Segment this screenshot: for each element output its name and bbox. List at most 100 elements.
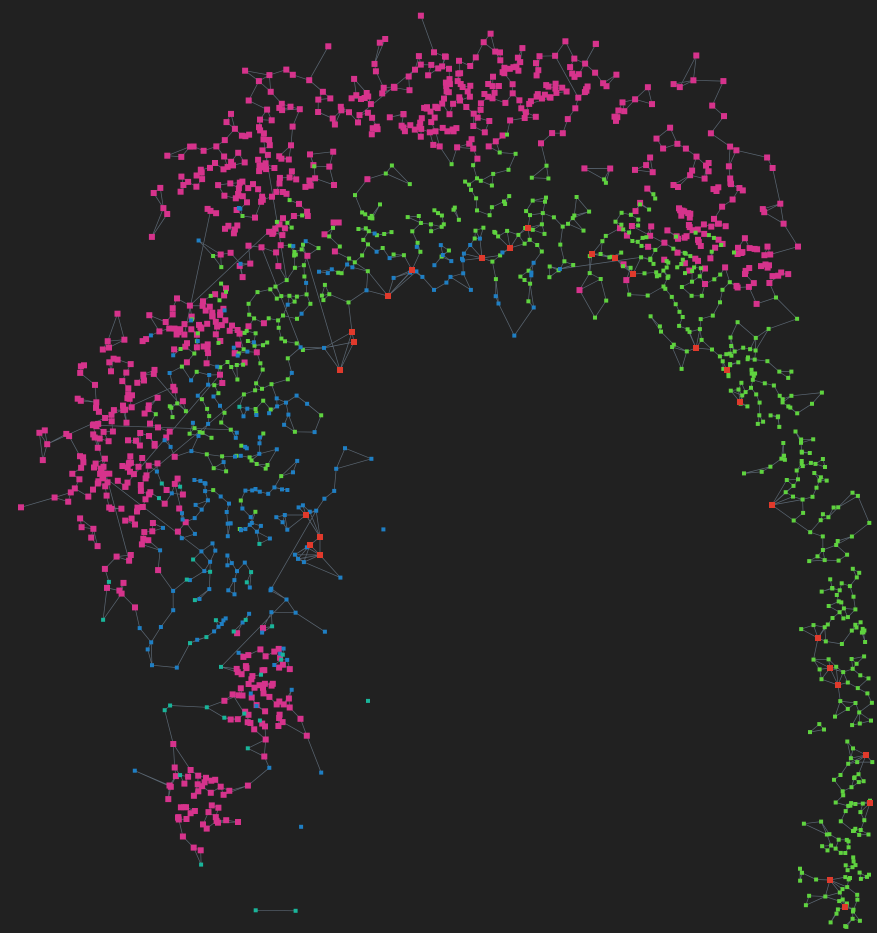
graph-node-pink[interactable] <box>436 143 443 150</box>
graph-node-pink[interactable] <box>235 185 242 192</box>
graph-node-pink[interactable] <box>400 111 407 117</box>
graph-node-teal[interactable] <box>245 746 250 751</box>
graph-node-pink[interactable] <box>754 246 761 253</box>
graph-node-blue[interactable] <box>245 406 250 411</box>
graph-node-green[interactable] <box>539 222 544 227</box>
graph-node-green[interactable] <box>835 539 840 543</box>
graph-node-green[interactable] <box>680 315 685 319</box>
graph-node-green[interactable] <box>327 292 332 297</box>
graph-node-green[interactable] <box>279 474 284 479</box>
graph-node-green[interactable] <box>363 212 368 217</box>
graph-node-blue[interactable] <box>221 618 226 623</box>
graph-node-green[interactable] <box>429 229 434 234</box>
graph-node-green[interactable] <box>261 431 266 436</box>
graph-node-pink[interactable] <box>470 145 477 152</box>
graph-node-pink[interactable] <box>338 107 345 114</box>
graph-node-green[interactable] <box>228 427 233 432</box>
graph-node-green[interactable] <box>535 243 540 247</box>
graph-node-pink[interactable] <box>721 113 727 120</box>
graph-node-green[interactable] <box>807 893 812 898</box>
graph-node-green[interactable] <box>857 721 862 726</box>
graph-node-green[interactable] <box>753 335 758 340</box>
graph-node-pink[interactable] <box>205 350 212 357</box>
graph-node-pink[interactable] <box>439 63 446 70</box>
graph-node-blue[interactable] <box>289 687 294 692</box>
graph-node-green[interactable] <box>179 364 184 369</box>
graph-node-green[interactable] <box>292 265 297 270</box>
graph-node-pink[interactable] <box>212 318 219 325</box>
graph-node-blue[interactable] <box>292 552 297 557</box>
graph-node-pink[interactable] <box>470 123 477 129</box>
graph-node-pink[interactable] <box>712 244 719 251</box>
graph-node-pink[interactable] <box>174 295 180 302</box>
graph-node-green[interactable] <box>859 630 864 635</box>
graph-node-pink[interactable] <box>289 123 296 130</box>
graph-node-green[interactable] <box>581 228 586 233</box>
graph-node-pink[interactable] <box>162 319 169 325</box>
graph-node-green[interactable] <box>736 360 741 365</box>
graph-node-pink[interactable] <box>492 138 499 145</box>
graph-node-green[interactable] <box>711 235 716 240</box>
graph-node-green[interactable] <box>784 478 789 482</box>
graph-node-green[interactable] <box>211 466 216 471</box>
graph-node-pink[interactable] <box>457 70 464 77</box>
graph-node-blue[interactable] <box>254 704 259 708</box>
graph-node-blue[interactable] <box>281 646 286 651</box>
graph-node-pink[interactable] <box>147 489 154 496</box>
graph-node-blue[interactable] <box>332 488 337 493</box>
graph-node-green[interactable] <box>837 588 842 593</box>
graph-node-pink[interactable] <box>276 174 283 181</box>
graph-node-pink[interactable] <box>94 543 101 550</box>
graph-node-pink[interactable] <box>675 235 681 242</box>
graph-node-green[interactable] <box>526 268 531 273</box>
graph-node-pink[interactable] <box>209 309 216 316</box>
graph-node-pink[interactable] <box>130 471 137 478</box>
graph-node-pink[interactable] <box>142 496 149 503</box>
graph-node-pink[interactable] <box>51 494 58 501</box>
graph-node-green[interactable] <box>253 331 258 336</box>
graph-node-pink[interactable] <box>280 215 286 222</box>
graph-node-blue[interactable] <box>218 494 223 499</box>
graph-node-green[interactable] <box>766 326 771 331</box>
graph-node-green[interactable] <box>666 260 671 265</box>
graph-node-pink[interactable] <box>161 500 168 507</box>
graph-node-pink[interactable] <box>200 298 206 305</box>
graph-node-green[interactable] <box>850 566 855 571</box>
graph-node-blue[interactable] <box>312 430 317 435</box>
graph-node-green[interactable] <box>728 388 733 393</box>
graph-node-pink[interactable] <box>293 176 300 183</box>
graph-node-green[interactable] <box>822 625 827 630</box>
graph-node-green[interactable] <box>627 230 632 235</box>
graph-node-pink[interactable] <box>213 143 220 150</box>
graph-node-pink[interactable] <box>553 89 560 96</box>
graph-node-blue[interactable] <box>296 505 301 510</box>
graph-node-green[interactable] <box>818 475 823 480</box>
graph-node-pink[interactable] <box>509 81 516 88</box>
graph-node-green[interactable] <box>851 859 856 864</box>
graph-node-green[interactable] <box>675 265 680 270</box>
graph-node-pink[interactable] <box>262 736 269 743</box>
graph-node-pink[interactable] <box>266 142 273 149</box>
graph-node-pink[interactable] <box>661 239 668 246</box>
graph-node-green[interactable] <box>407 182 412 187</box>
graph-node-green[interactable] <box>850 865 855 870</box>
graph-node-pink[interactable] <box>296 200 302 207</box>
graph-node-green[interactable] <box>815 554 820 559</box>
graph-node-pink[interactable] <box>379 90 386 97</box>
graph-node-pink[interactable] <box>97 465 104 472</box>
graph-node-green[interactable] <box>175 401 180 406</box>
graph-node-pink[interactable] <box>200 821 206 828</box>
graph-node-blue[interactable] <box>167 371 172 375</box>
graph-node-green[interactable] <box>336 270 341 275</box>
graph-node-pink[interactable] <box>711 215 717 222</box>
graph-node-pink[interactable] <box>364 109 371 116</box>
graph-node-teal[interactable] <box>270 624 275 629</box>
graph-node-green[interactable] <box>598 252 603 256</box>
graph-node-pink[interactable] <box>489 83 496 90</box>
graph-node-pink[interactable] <box>647 232 654 239</box>
graph-node-green[interactable] <box>841 793 846 798</box>
graph-node-pink[interactable] <box>166 325 173 332</box>
graph-node-pink[interactable] <box>187 143 194 150</box>
graph-node-green[interactable] <box>640 235 645 240</box>
graph-node-pink[interactable] <box>536 53 543 60</box>
